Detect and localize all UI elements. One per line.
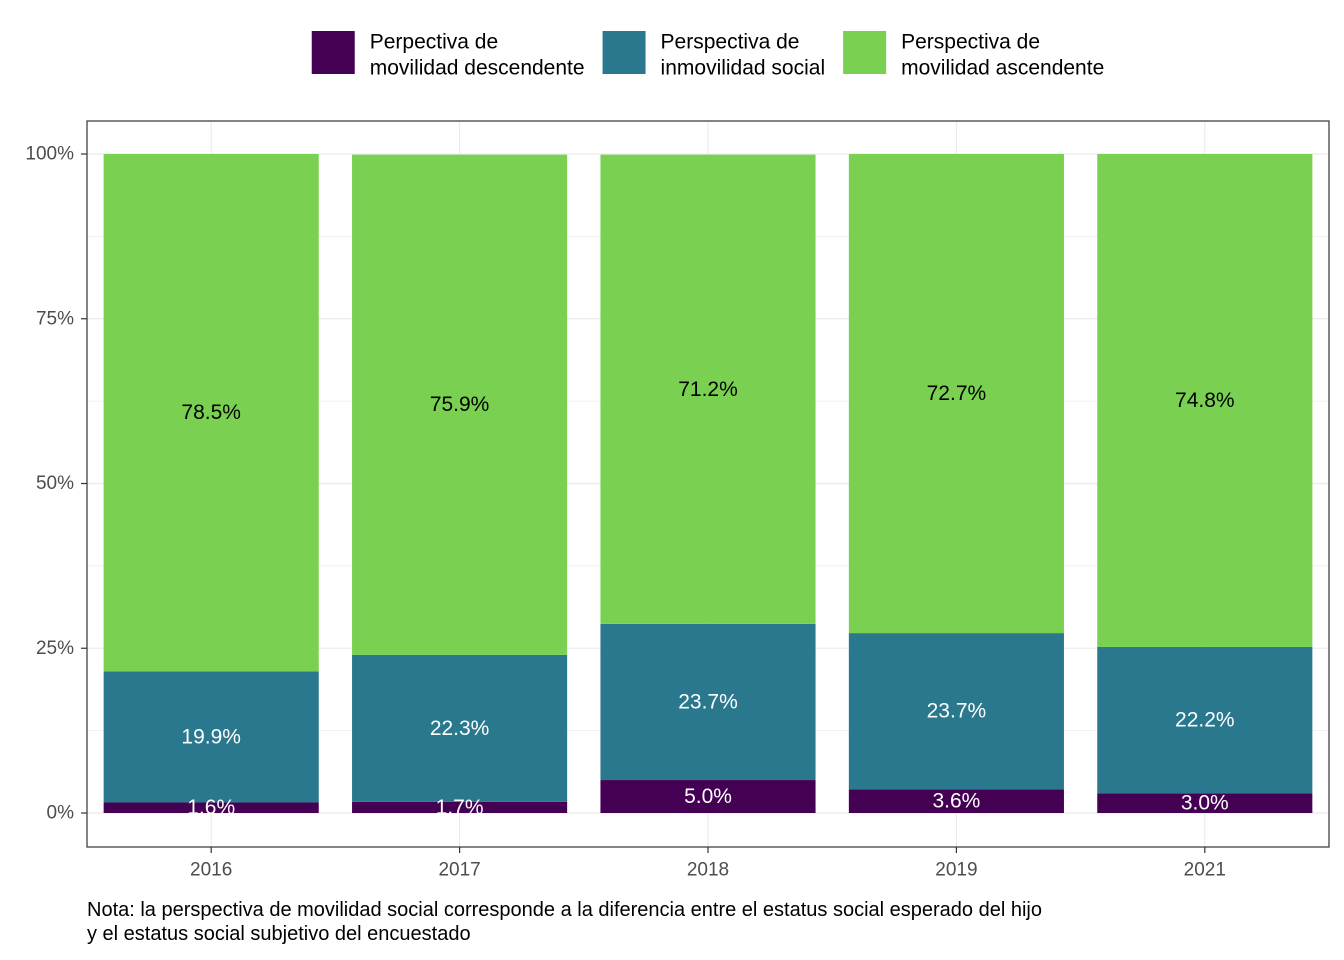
y-tick-label: 50% bbox=[36, 473, 74, 494]
data-label: 22.3% bbox=[430, 717, 490, 740]
x-axis: 2016 2017 2018 2019 2021 bbox=[190, 847, 1226, 881]
bar-segment bbox=[352, 654, 568, 802]
y-tick-label: 0% bbox=[47, 803, 75, 824]
bar-segment bbox=[1097, 646, 1313, 794]
bar-segment bbox=[1097, 793, 1313, 813]
legend-label: movilidad ascendente bbox=[901, 57, 1104, 80]
y-tick-label: 100% bbox=[25, 144, 74, 165]
legend-key bbox=[602, 31, 646, 74]
data-label: 71.2% bbox=[678, 378, 738, 401]
bar-segment bbox=[103, 671, 319, 803]
bar-segment bbox=[600, 154, 816, 624]
data-label: 1.6% bbox=[187, 796, 235, 819]
bar-segment bbox=[848, 633, 1064, 790]
bar-segment bbox=[600, 623, 816, 781]
data-label: 23.7% bbox=[678, 690, 738, 713]
x-tick-label: 2016 bbox=[190, 860, 232, 881]
x-tick-label: 2018 bbox=[687, 860, 729, 881]
bar-segment bbox=[600, 780, 816, 813]
data-label: 78.5% bbox=[181, 401, 241, 424]
legend-key bbox=[311, 31, 355, 74]
note-line: y el estatus social subjetivo del encues… bbox=[87, 923, 471, 945]
bar-segment bbox=[352, 154, 568, 655]
data-label: 3.6% bbox=[932, 790, 980, 813]
legend: Perpectiva de movilidad descendente Perspe… bbox=[311, 31, 1104, 80]
legend-label: Perspectiva de bbox=[661, 31, 800, 54]
y-tick-label: 75% bbox=[36, 308, 74, 329]
bar-labels: 1.6% 19.9% 78.5% 1.7% 22.3% 75.9% 5.0% 23.7% 71.… bbox=[181, 378, 1234, 819]
bars bbox=[103, 154, 1313, 813]
data-label: 74.8% bbox=[1175, 389, 1235, 412]
data-label: 5.0% bbox=[684, 785, 732, 808]
legend-label: Perspectiva de bbox=[901, 31, 1040, 54]
note: Nota: la perspectiva de movilidad social… bbox=[87, 899, 1042, 945]
y-axis: 0% 25% 50% 75% 100% bbox=[25, 144, 87, 824]
data-label: 75.9% bbox=[430, 393, 490, 416]
data-label: 22.2% bbox=[1175, 709, 1235, 732]
data-label: 23.7% bbox=[927, 700, 987, 723]
legend-key bbox=[843, 31, 887, 74]
legend-label: movilidad descendente bbox=[370, 57, 585, 80]
bar-segment bbox=[352, 801, 568, 813]
data-label: 19.9% bbox=[181, 725, 241, 748]
data-label: 72.7% bbox=[927, 382, 987, 405]
note-line: Nota: la perspectiva de movilidad social… bbox=[87, 899, 1042, 921]
bar-segment bbox=[848, 789, 1064, 813]
x-tick-label: 2021 bbox=[1184, 860, 1226, 881]
bar-segment bbox=[103, 154, 319, 672]
x-tick-label: 2019 bbox=[935, 860, 977, 881]
data-label: 3.0% bbox=[1181, 792, 1229, 815]
bar-segment bbox=[848, 154, 1064, 634]
data-label: 1.7% bbox=[436, 796, 484, 819]
y-tick-label: 25% bbox=[36, 638, 74, 659]
x-tick-label: 2017 bbox=[438, 860, 480, 881]
legend-label: Perpectiva de bbox=[370, 31, 498, 54]
legend-label: inmovilidad social bbox=[661, 57, 826, 80]
bar-segment bbox=[103, 802, 319, 813]
bar-segment bbox=[1097, 154, 1313, 647]
